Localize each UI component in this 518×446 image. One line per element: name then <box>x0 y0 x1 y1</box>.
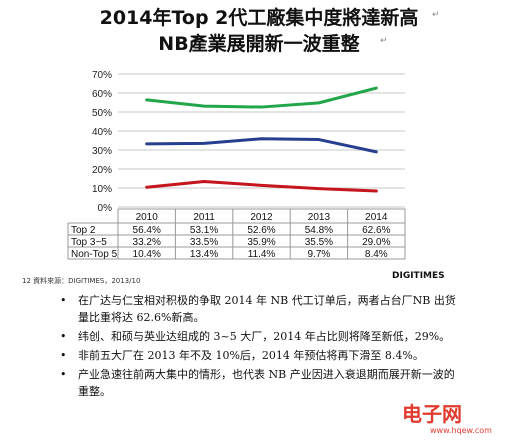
bullet-item: • 纬创、和硕与英业达组成的 3~5 大厂，2014 年占比则将降至新低，29%。 <box>60 330 451 343</box>
x-tick-label: 2013 <box>308 212 331 223</box>
y-tick-label: 60% <box>92 89 112 100</box>
line-chart: 0% 10% 20% 30% 40% 50% 60% 70% 2010 2011 2012 2013 2… <box>67 70 406 260</box>
x-tick-label: 2012 <box>250 212 273 223</box>
bullet-item: • 在广达与仁宝相对积极的争取 2014 年 NB 代工订单后，两者占台厂NB 出… <box>60 294 456 324</box>
bullet-icon: • <box>60 294 67 307</box>
brand-logo: DIGITIMES <box>392 271 445 281</box>
data-label: 33.2% <box>133 237 161 248</box>
y-tick-label: 30% <box>92 146 112 157</box>
bullet-icon: • <box>60 330 67 343</box>
bullet-icon: • <box>60 368 67 381</box>
data-label: 54.8% <box>305 225 333 236</box>
series-name-label: Top 3~5 <box>71 237 107 248</box>
data-label: 56.4% <box>133 225 161 236</box>
chart-title-line2: NB產業展開新一波重整 <box>158 33 360 55</box>
series-name-label: Non-Top 5 <box>71 249 118 260</box>
data-label: 13.4% <box>190 249 218 260</box>
series-line <box>145 137 378 154</box>
y-tick-label: 70% <box>92 70 112 81</box>
data-label: 62.6% <box>362 225 390 236</box>
data-label: 8.4% <box>365 249 388 260</box>
y-tick-label: 40% <box>92 127 112 138</box>
x-tick-label: 2010 <box>136 212 159 223</box>
data-label: 10.4% <box>133 249 161 260</box>
x-tick-label: 2014 <box>365 212 388 223</box>
series-line <box>145 86 378 109</box>
y-tick-label: 10% <box>92 184 112 195</box>
paragraph-mark-icon: ↵ <box>432 10 440 20</box>
bullet-item: • 非前五大厂在 2013 年不及 10%后，2014 年预估将再下滑至 8.4%… <box>60 349 424 362</box>
paragraph-mark-icon: ↵ <box>380 36 388 46</box>
source-note: 12 資料來源：DIGITIMES，2013/10 <box>22 277 141 285</box>
data-label: 52.6% <box>247 225 275 236</box>
series-name-label: Top 2 <box>71 225 96 236</box>
chart-title-line1: 2014年Top 2代工廠集中度將達新高 <box>99 7 419 29</box>
data-label: 35.5% <box>305 237 333 248</box>
bullet-item: • 产业急速往前两大集中的情形，也代表 NB 产业因进入衰退期而展开新一波的重整。 <box>60 368 455 398</box>
bullet-list: • 在广达与仁宝相对积极的争取 2014 年 NB 代工订单后，两者占台厂NB 出… <box>58 292 458 402</box>
data-label: 11.4% <box>248 249 276 260</box>
watermark-url: www.hqew.com <box>430 426 492 435</box>
data-label: 29.0% <box>362 237 390 248</box>
data-label: 35.9% <box>247 237 275 248</box>
y-tick-label: 50% <box>92 108 112 119</box>
bullet-icon: • <box>60 349 67 362</box>
series-line <box>145 180 378 193</box>
data-label: 33.5% <box>190 237 218 248</box>
y-tick-label: 0% <box>98 203 113 214</box>
data-label: 53.1% <box>190 225 218 236</box>
x-tick-label: 2011 <box>193 212 215 223</box>
data-label: 9.7% <box>308 249 331 260</box>
watermark-logo: 电子网 <box>402 402 462 426</box>
y-tick-label: 20% <box>92 165 112 176</box>
